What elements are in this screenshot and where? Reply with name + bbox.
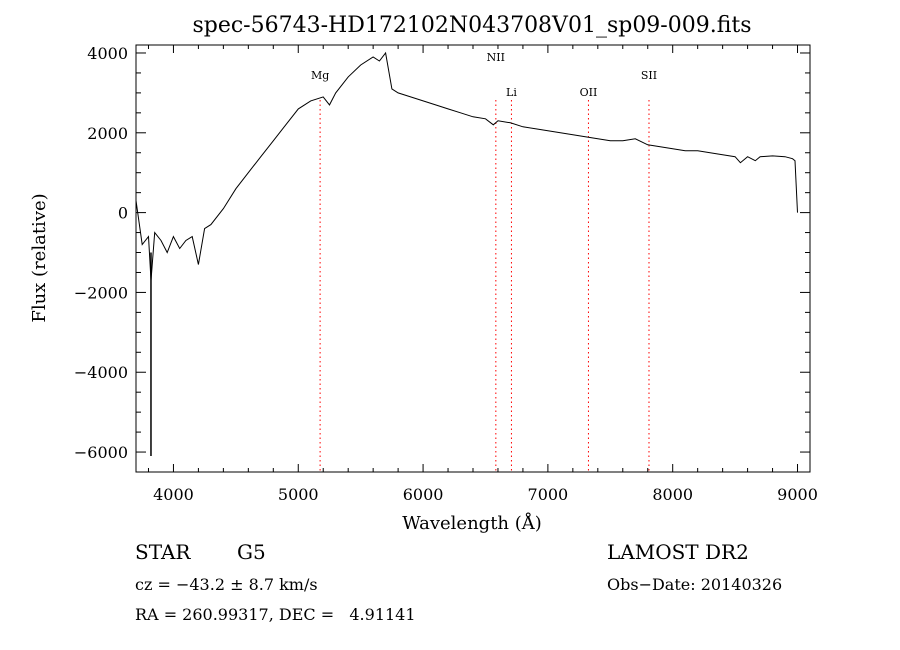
spectral-line-label: Li <box>506 86 517 99</box>
y-axis-label: Flux (relative) <box>29 193 50 322</box>
x-tick-label: 9000 <box>777 485 818 504</box>
y-tick-label: 4000 <box>87 44 128 63</box>
ra-dec: RA = 260.99317, DEC = 4.91141 <box>135 605 416 624</box>
x-axis-label: Wavelength (Å) <box>402 512 542 534</box>
object-subclass: G5 <box>237 540 266 564</box>
y-tick-label: −6000 <box>74 443 128 462</box>
spectral-line-label: NII <box>487 51 505 64</box>
spectral-line-label: OII <box>580 86 598 99</box>
y-tick-label: 2000 <box>87 124 128 143</box>
survey-name: LAMOST DR2 <box>607 540 749 564</box>
spectral-line-label: Mg <box>311 69 329 82</box>
x-tick-label: 7000 <box>528 485 569 504</box>
spectral-line-label: SII <box>641 69 657 82</box>
spectrum-series-line <box>135 51 798 281</box>
object-class: STAR <box>135 540 191 564</box>
redshift-cz: cz = −43.2 ± 8.7 km/s <box>135 575 318 594</box>
x-tick-label: 8000 <box>652 485 693 504</box>
y-tick-label: −2000 <box>74 283 128 302</box>
y-tick-label: −4000 <box>74 363 128 382</box>
x-tick-label: 5000 <box>278 485 319 504</box>
obs-date: Obs−Date: 20140326 <box>607 575 783 594</box>
chart-title: spec-56743-HD172102N043708V01_sp09-009.f… <box>192 13 751 38</box>
x-tick-label: 6000 <box>403 485 444 504</box>
y-tick-label: 0 <box>118 204 128 223</box>
plot-frame <box>135 44 811 473</box>
x-tick-label: 4000 <box>153 485 194 504</box>
